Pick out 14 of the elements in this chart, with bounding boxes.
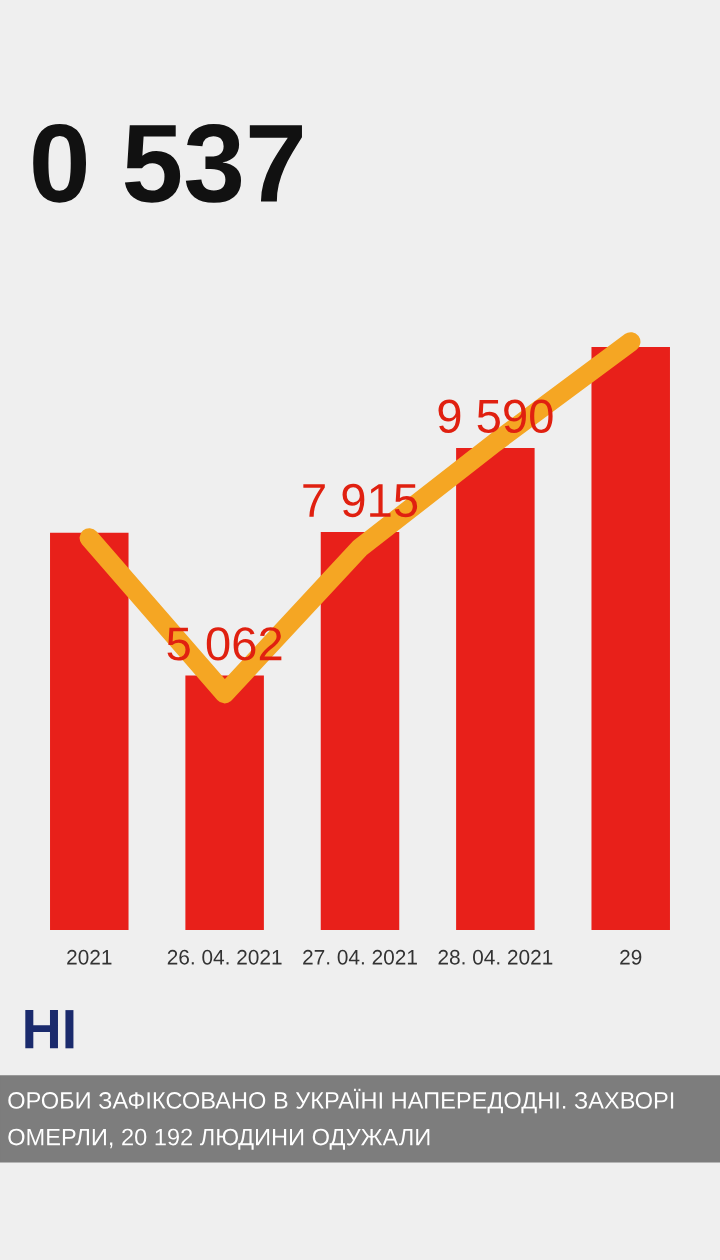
x-tick-label: 28. 04. 2021 — [438, 949, 553, 965]
bar — [320, 532, 400, 930]
text: НІ — [25, 1010, 74, 1049]
chart-title: 0 537 — [33, 124, 302, 203]
text: ОРОБИ ЗАФІКСОВАНО В УКРАЇНІ НАПЕРЕДОДНІ. ЗАХВОРІ — [8, 1088, 674, 1114]
bar — [591, 346, 670, 930]
x-tick-label: 29 — [620, 949, 642, 965]
text: ОМЕРЛИ, 20 192 ЛЮДИНИ ОДУЖАЛИ — [8, 1128, 430, 1150]
x-tick-label: 26. 04. 2021 — [167, 949, 282, 965]
bar — [50, 532, 129, 930]
x-tick-label: 27. 04. 2021 — [303, 949, 417, 965]
bar — [456, 447, 535, 930]
bar — [185, 675, 264, 930]
x-tick-label: 2021 — [67, 949, 112, 965]
